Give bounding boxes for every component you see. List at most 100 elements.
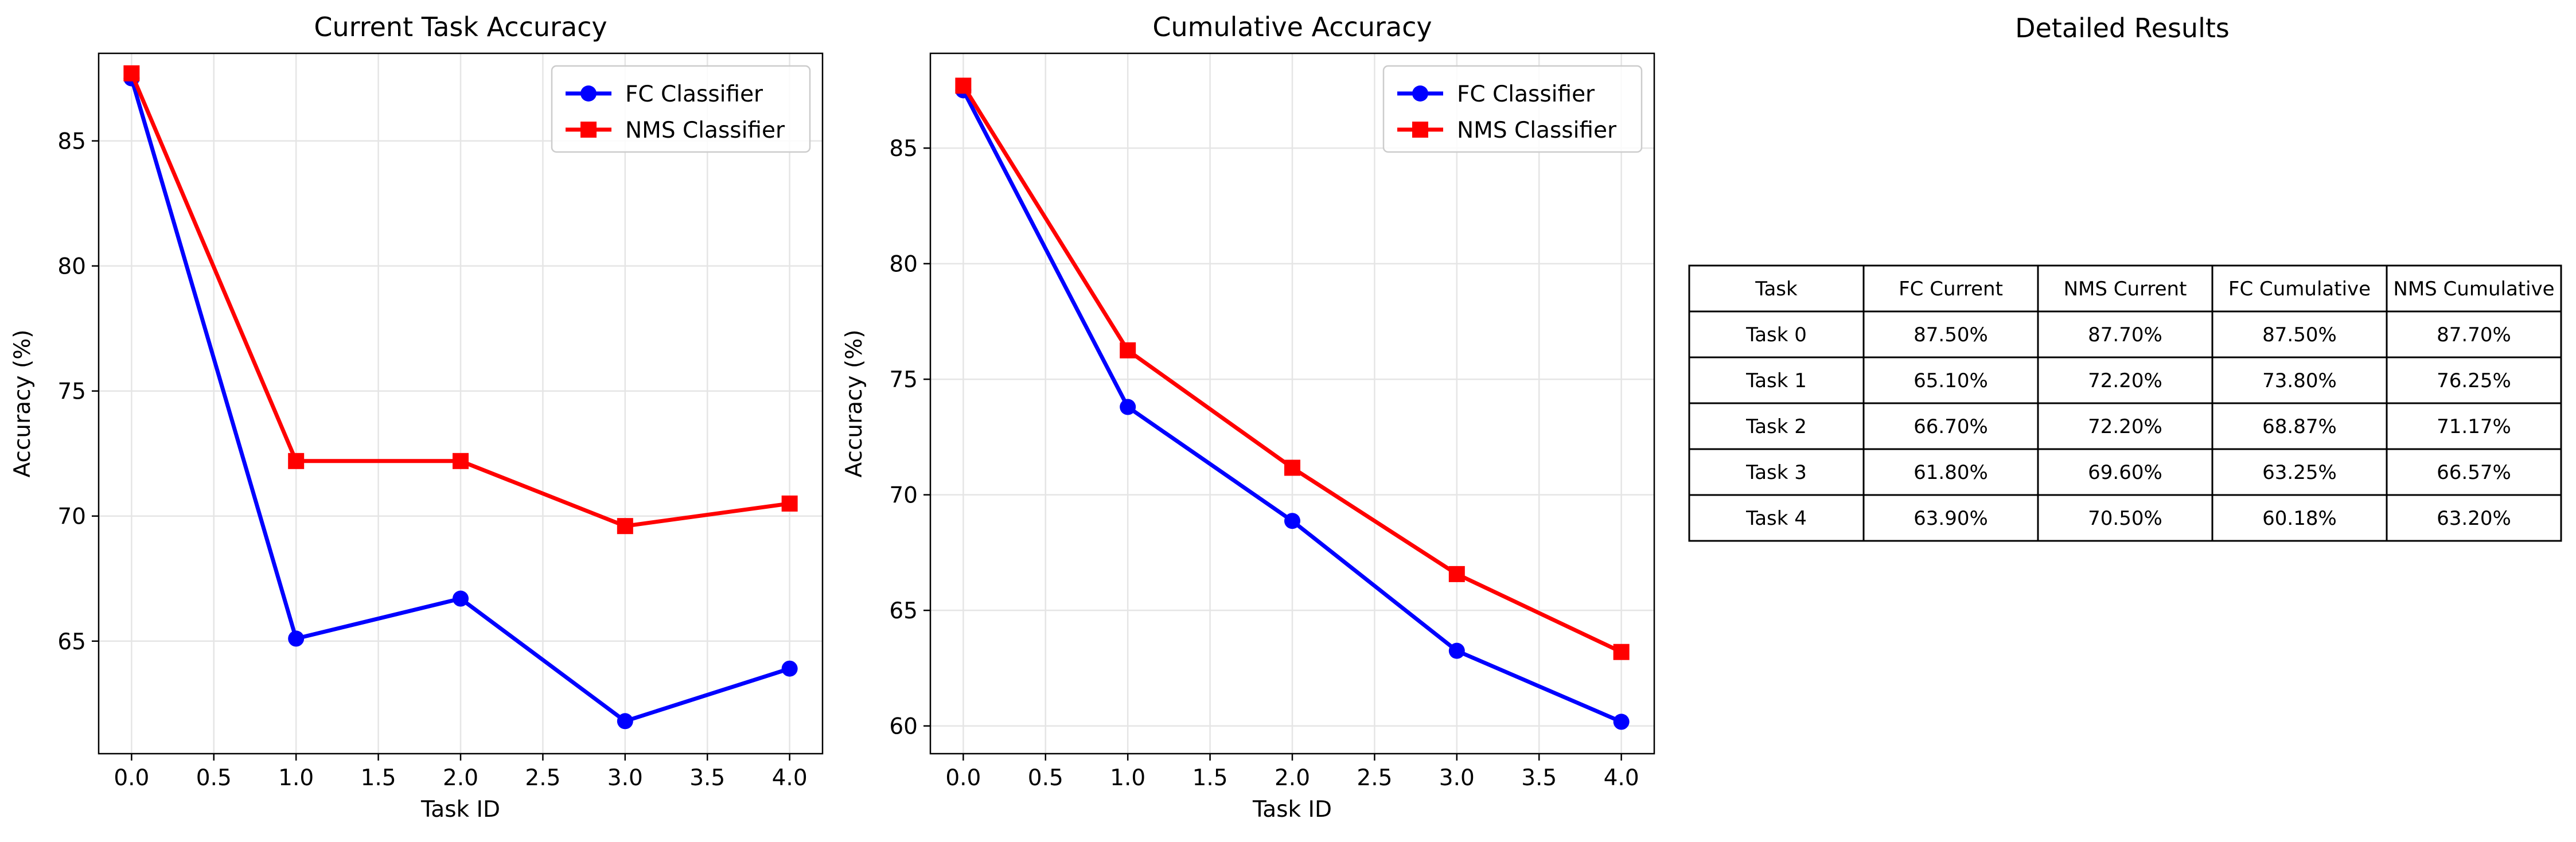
table-cell-text: 68.87% [2262,415,2337,438]
chart-title: Cumulative Accuracy [1152,11,1432,42]
y-tick-label: 60 [889,714,918,740]
table-cell-text: 63.20% [2437,507,2511,530]
x-tick-label: 2.0 [443,765,478,791]
legend-label: NMS Classifier [1457,118,1617,143]
table-cell [2386,402,2562,450]
data-point-fc [1284,513,1300,529]
table-cell-text: Task 2 [1745,415,1807,438]
table-cell-text: 69.60% [2088,461,2162,484]
y-tick-label: 65 [57,629,86,655]
legend-label: NMS Classifier [625,118,785,143]
table-cell-text: 73.80% [2262,369,2337,392]
x-tick-label: 1.0 [1110,765,1145,791]
table-header-text: Task [1755,278,1798,301]
table-cell-text: 87.50% [1914,323,1988,346]
table-cell [2386,494,2562,542]
y-tick-label: 85 [57,129,86,155]
legend-label: FC Classifier [1457,81,1595,107]
data-point-fc [1448,642,1465,659]
table-header-text: NMS Current [2064,278,2187,301]
table-cell-text: 60.18% [2262,507,2337,530]
y-tick-label: 85 [889,136,918,162]
y-axis-label: Accuracy (%) [10,330,36,478]
current-task-accuracy-chart: 0.0 0.5 1.0 1.5 2.0 2.5 3.0 3.5 4.0 65 70 75 80 85 Cur… [10,11,824,822]
data-point-nms [781,495,798,512]
x-tick-label: 2.5 [1357,765,1392,791]
table-header-text: NMS Cumulative [2393,278,2554,301]
y-tick-label: 75 [57,379,86,405]
table-cell [1862,402,2039,450]
x-tick-label: 0.0 [114,765,149,791]
chart-title: Current Task Accuracy [314,11,607,42]
y-tick-label: 70 [57,504,86,530]
table-cell-text: 65.10% [1914,369,1988,392]
x-tick-label: 4.0 [772,765,808,791]
x-tick-label: 3.0 [1439,765,1475,791]
table-cell-text: 87.70% [2088,323,2162,346]
detailed-results-table: Detailed Results Task FC Current NMS Curren… [1688,13,2562,542]
x-tick-label: 0.0 [945,765,981,791]
table-cell-text: 63.90% [1914,507,1988,530]
data-point-fc [781,660,798,677]
table-cell [2386,310,2562,358]
data-point-fc [1120,399,1136,415]
table-cell [1862,356,2039,404]
x-tick-label: 4.0 [1604,765,1639,791]
x-tick-label: 3.5 [1521,765,1557,791]
x-axis-label: Task ID [1252,797,1332,822]
x-tick-label: 0.5 [196,765,232,791]
legend-box [1382,65,1643,153]
y-tick-label: 80 [57,254,86,280]
table-cell-text: Task 1 [1745,369,1807,392]
x-tick-label: 1.5 [361,765,396,791]
data-point-nms [617,518,633,535]
legend-label: FC Classifier [625,81,763,107]
table-cell [1688,494,1865,542]
table-cell-text: 76.25% [2437,369,2511,392]
legend-marker-fc [580,85,597,102]
y-tick-label: 65 [889,598,918,624]
data-point-nms [1613,644,1630,660]
x-tick-label: 3.5 [689,765,725,791]
table-cell-text: 66.70% [1914,415,1988,438]
data-point-nms [1284,459,1300,476]
table-cell [2037,494,2213,542]
table-cell [2211,448,2388,496]
y-axis-label: Accuracy (%) [841,330,867,478]
table-header-text: FC Current [1899,278,2003,301]
y-tick-label: 70 [889,483,918,509]
data-point-fc [288,630,305,647]
cumulative-accuracy-chart: 0.0 0.5 1.0 1.5 2.0 2.5 3.0 3.5 4.0 60 65 70 75 80 85 C… [841,11,1655,822]
table-header-cell [2037,264,2213,313]
x-tick-label: 2.5 [525,765,560,791]
data-point-nms [453,453,469,469]
data-point-nms [1120,342,1136,358]
x-tick-label: 3.0 [607,765,643,791]
table-cell [1688,402,1865,450]
table-cell-text: 87.50% [2262,323,2337,346]
table-cell-text: Task 0 [1745,323,1807,346]
table-cell-text: 72.20% [2088,369,2162,392]
x-tick-label: 1.0 [278,765,314,791]
table-header-cell [2386,264,2562,313]
data-point-fc [1613,714,1630,730]
table-cell [1862,448,2039,496]
legend-box [551,65,811,153]
table-cell-text: 70.50% [2088,507,2162,530]
data-point-fc [453,590,469,607]
legend-marker-nms [1412,122,1428,138]
table-cell-text: 66.57% [2437,461,2511,484]
legend-marker-nms [580,122,597,138]
table-header-cell [1688,264,1865,313]
data-point-nms [955,77,972,94]
data-point-nms [1448,566,1465,582]
data-point-fc [617,713,633,730]
table-cell [1688,310,1865,358]
table-cell-text: 87.70% [2437,323,2511,346]
table-cell-text: Task 4 [1745,507,1807,530]
legend-marker-fc [1412,85,1428,102]
data-point-nms [288,453,305,469]
table-cell-text: 72.20% [2088,415,2162,438]
y-tick-label: 75 [889,367,918,393]
